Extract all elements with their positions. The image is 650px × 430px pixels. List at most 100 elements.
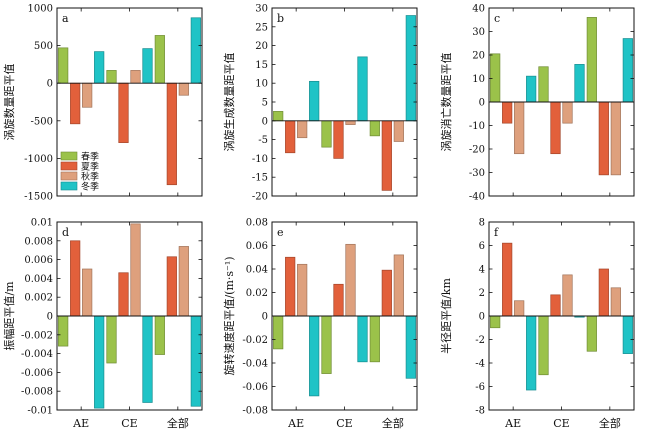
ytick-label: 0 — [47, 312, 53, 323]
category-label: 全部 — [167, 416, 189, 430]
ytick-label: 10 — [255, 79, 268, 90]
bar-c-2-2 — [550, 101, 561, 155]
bar-e-2-3 — [345, 243, 356, 317]
category-label: CE — [553, 417, 569, 430]
bar-c-1-3 — [514, 101, 525, 155]
bar-c-3-1 — [586, 17, 597, 103]
bar-d-1-2 — [70, 240, 81, 317]
bar-a-1-2 — [70, 82, 81, 125]
panel-f: -8 -6 -4 -2 0 2 4 6 8 AE CE 全部 f 半径距平值/km — [439, 218, 635, 430]
bar-f-1-4 — [526, 315, 537, 391]
ytick-label: -0.01 — [27, 406, 53, 417]
ylabel: 涡旋消亡数量距平值 — [439, 53, 453, 152]
legend-entry: 夏季 — [81, 161, 99, 173]
bar-b-3-3 — [393, 120, 404, 142]
bar-b-2-2 — [333, 120, 344, 159]
bar-f-2-3 — [562, 274, 573, 317]
bar-b-2-4 — [357, 56, 368, 122]
ytick-label: 5 — [262, 98, 268, 109]
ytick-label: -0.04 — [242, 359, 268, 370]
bar-d-3-3 — [178, 246, 189, 317]
ytick-label: -1000 — [24, 154, 53, 165]
ytick-label: 0.06 — [246, 241, 268, 252]
bar-d-2-3 — [130, 223, 141, 317]
category-label: AE — [504, 417, 521, 430]
bar-c-2-4 — [574, 64, 585, 103]
bar-d-3-1 — [154, 315, 165, 355]
ytick-label: 25 — [255, 22, 268, 33]
ylabel: 半径距平值/km — [439, 278, 453, 354]
bar-b-1-4 — [309, 80, 320, 122]
bar-d-2-2 — [118, 272, 129, 317]
bar-b-2-1 — [321, 120, 332, 148]
ytick-label: 0.002 — [24, 293, 53, 304]
panel-letter: e — [277, 226, 284, 239]
ytick-label: 0 — [479, 312, 485, 323]
ytick-label: 0.006 — [24, 255, 53, 266]
bar-b-1-2 — [285, 120, 296, 154]
ylabel: 振幅距平值/m — [2, 281, 16, 351]
ytick-label: -40 — [469, 192, 485, 203]
bar-f-3-3 — [610, 287, 621, 317]
bar-e-3-1 — [369, 315, 380, 363]
bar-a-3-2 — [166, 82, 177, 186]
ytick-label: 15 — [255, 60, 268, 71]
ytick-label: 0.02 — [246, 288, 268, 299]
bar-f-3-4 — [622, 315, 633, 354]
ylabel: 旋转速度距平值/(m·s⁻¹) — [222, 256, 236, 375]
bar-b-3-2 — [381, 120, 392, 191]
category-label: 全部 — [599, 416, 621, 430]
bar-f-3-2 — [598, 268, 609, 317]
ytick-label: -0.02 — [242, 335, 268, 346]
bar-d-3-4 — [190, 315, 201, 407]
bar-d-1-1 — [58, 315, 69, 347]
ytick-label: -0.006 — [21, 368, 53, 379]
bar-a-3-4 — [190, 17, 201, 84]
panel-c: -40 -30 -20 -10 0 10 20 30 40 c 涡旋消亡数量距平值 — [439, 4, 635, 203]
panel-e: -0.08 -0.06 -0.04 -0.02 0 0.02 0.04 0.06 0.08 AE C… — [222, 218, 418, 430]
category-label: 全部 — [382, 416, 404, 430]
bar-b-2-3 — [345, 120, 356, 125]
bar-e-1-3 — [297, 263, 308, 317]
ytick-label: 0.008 — [24, 236, 53, 247]
ylabel: 涡旋生成数量距平值 — [222, 53, 236, 152]
ytick-label: -10 — [469, 121, 485, 132]
ytick-label: -8 — [475, 406, 485, 417]
ytick-label: 0 — [479, 98, 485, 109]
bar-d-1-3 — [82, 268, 93, 317]
bar-b-1-3 — [297, 120, 308, 139]
panel-letter: b — [277, 12, 284, 25]
bar-f-1-1 — [490, 315, 501, 329]
ytick-label: -0.004 — [21, 349, 53, 360]
bar-c-2-1 — [538, 66, 549, 103]
ytick-label: -4 — [475, 359, 485, 370]
ytick-label: -2 — [475, 335, 485, 346]
ytick-label: 0 — [47, 79, 53, 90]
bar-c-3-2 — [598, 101, 609, 176]
ytick-label: -0.008 — [21, 387, 53, 398]
ytick-label: -6 — [475, 382, 485, 393]
ytick-label: -0.08 — [242, 406, 268, 417]
bar-a-3-3 — [178, 82, 189, 96]
ytick-label: 20 — [255, 41, 268, 52]
panel-letter: d — [62, 226, 69, 239]
panel-d: -0.01 -0.008 -0.006 -0.004 -0.002 0 0.002 0.004… — [2, 218, 203, 430]
bar-c-1-1 — [490, 53, 501, 103]
legend-entry: 秋季 — [81, 171, 99, 183]
bar-f-2-1 — [538, 315, 549, 376]
bar-d-1-4 — [94, 315, 105, 409]
ytick-label: -500 — [31, 116, 53, 127]
bar-d-2-4 — [142, 315, 153, 403]
bar-d-3-2 — [166, 256, 177, 317]
ytick-label: 10 — [472, 74, 485, 85]
bar-a-2-4 — [142, 48, 153, 84]
legend-swatch — [60, 181, 78, 191]
bar-a-1-1 — [58, 47, 69, 84]
bar-a-2-1 — [106, 70, 117, 84]
ytick-label: -0.002 — [21, 330, 53, 341]
ytick-label: 4 — [479, 265, 485, 276]
bar-e-3-4 — [405, 315, 416, 379]
